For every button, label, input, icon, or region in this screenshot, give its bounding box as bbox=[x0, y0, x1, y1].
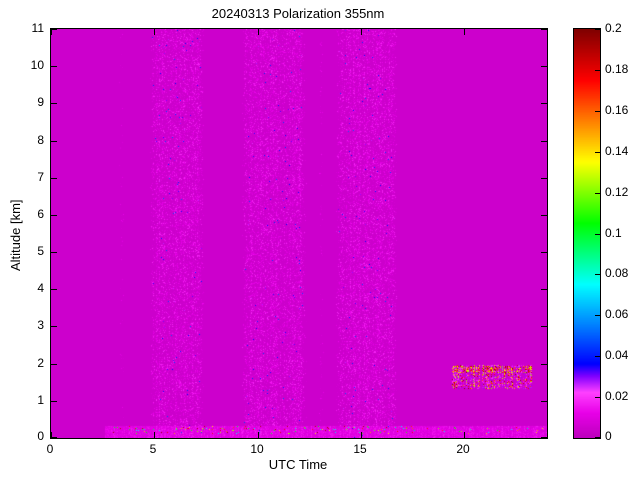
colorbar-tick bbox=[595, 356, 600, 357]
y-tick-label: 0 bbox=[37, 429, 44, 443]
colorbar-tick-label: 0.12 bbox=[605, 185, 629, 199]
y-tick-label: 9 bbox=[37, 95, 44, 109]
colorbar-tick-label: 0.14 bbox=[605, 144, 629, 158]
colorbar-tick bbox=[595, 70, 600, 71]
colorbar bbox=[573, 28, 601, 439]
x-tick-label: 5 bbox=[149, 442, 157, 456]
colorbar-tick-label: 0.04 bbox=[605, 348, 629, 362]
y-tick bbox=[541, 401, 547, 402]
x-tick bbox=[361, 29, 362, 35]
y-tick-label: 1 bbox=[37, 393, 44, 407]
x-tick bbox=[464, 29, 465, 35]
x-tick bbox=[154, 29, 155, 35]
y-tick bbox=[541, 215, 547, 216]
x-tick bbox=[51, 29, 52, 35]
y-tick bbox=[541, 103, 547, 104]
x-tick-label: 15 bbox=[353, 442, 367, 456]
heatmap-canvas bbox=[51, 29, 547, 438]
colorbar-tick bbox=[595, 111, 600, 112]
colorbar-tick bbox=[595, 234, 600, 235]
y-tick bbox=[51, 178, 57, 179]
x-tick-label: 0 bbox=[46, 442, 54, 456]
colorbar-tick bbox=[595, 274, 600, 275]
y-tick bbox=[51, 437, 57, 438]
y-tick bbox=[51, 66, 57, 67]
y-tick bbox=[51, 215, 57, 216]
y-tick-label: 3 bbox=[37, 318, 44, 332]
x-tick-label: 10 bbox=[250, 442, 264, 456]
y-tick-label: 5 bbox=[37, 244, 44, 258]
colorbar-tick bbox=[595, 437, 600, 438]
x-tick bbox=[361, 432, 362, 438]
colorbar-tick bbox=[595, 152, 600, 153]
y-tick bbox=[541, 141, 547, 142]
y-tick bbox=[541, 66, 547, 67]
y-tick bbox=[51, 141, 57, 142]
y-tick bbox=[51, 103, 57, 104]
colorbar-tick-label: 0 bbox=[605, 429, 612, 443]
y-tick bbox=[51, 401, 57, 402]
y-tick-label: 4 bbox=[37, 281, 44, 295]
y-tick-label: 11 bbox=[31, 21, 44, 35]
colorbar-tick-label: 0.08 bbox=[605, 266, 629, 280]
colorbar-canvas bbox=[574, 29, 600, 438]
colorbar-tick bbox=[595, 397, 600, 398]
y-tick bbox=[541, 326, 547, 327]
colorbar-tick-label: 0.02 bbox=[605, 389, 629, 403]
y-tick bbox=[541, 178, 547, 179]
y-tick bbox=[51, 289, 57, 290]
x-tick bbox=[51, 432, 52, 438]
colorbar-tick-label: 0.16 bbox=[605, 103, 629, 117]
y-tick bbox=[541, 289, 547, 290]
y-tick bbox=[541, 437, 547, 438]
y-tick bbox=[51, 252, 57, 253]
x-tick-label: 20 bbox=[456, 442, 470, 456]
colorbar-tick bbox=[595, 193, 600, 194]
y-tick bbox=[51, 326, 57, 327]
colorbar-tick bbox=[595, 29, 600, 30]
y-tick bbox=[541, 364, 547, 365]
colorbar-tick-label: 0.06 bbox=[605, 307, 629, 321]
y-tick-label: 7 bbox=[37, 170, 44, 184]
colorbar-tick bbox=[595, 315, 600, 316]
x-tick bbox=[258, 432, 259, 438]
y-tick-label: 2 bbox=[37, 356, 44, 370]
y-tick-label: 8 bbox=[37, 133, 44, 147]
y-tick-label: 10 bbox=[30, 58, 44, 72]
x-tick bbox=[154, 432, 155, 438]
colorbar-tick-label: 0.2 bbox=[605, 21, 622, 35]
y-tick bbox=[51, 364, 57, 365]
y-tick bbox=[541, 252, 547, 253]
plot-area bbox=[50, 28, 548, 439]
chart-title: 20240313 Polarization 355nm bbox=[211, 6, 385, 21]
x-tick bbox=[258, 29, 259, 35]
colorbar-tick-label: 0.1 bbox=[605, 226, 622, 240]
x-axis-label: UTC Time bbox=[268, 457, 328, 472]
y-tick bbox=[51, 29, 57, 30]
x-tick bbox=[464, 432, 465, 438]
y-tick-label: 6 bbox=[37, 207, 44, 221]
y-tick bbox=[541, 29, 547, 30]
colorbar-tick-label: 0.18 bbox=[605, 62, 629, 76]
